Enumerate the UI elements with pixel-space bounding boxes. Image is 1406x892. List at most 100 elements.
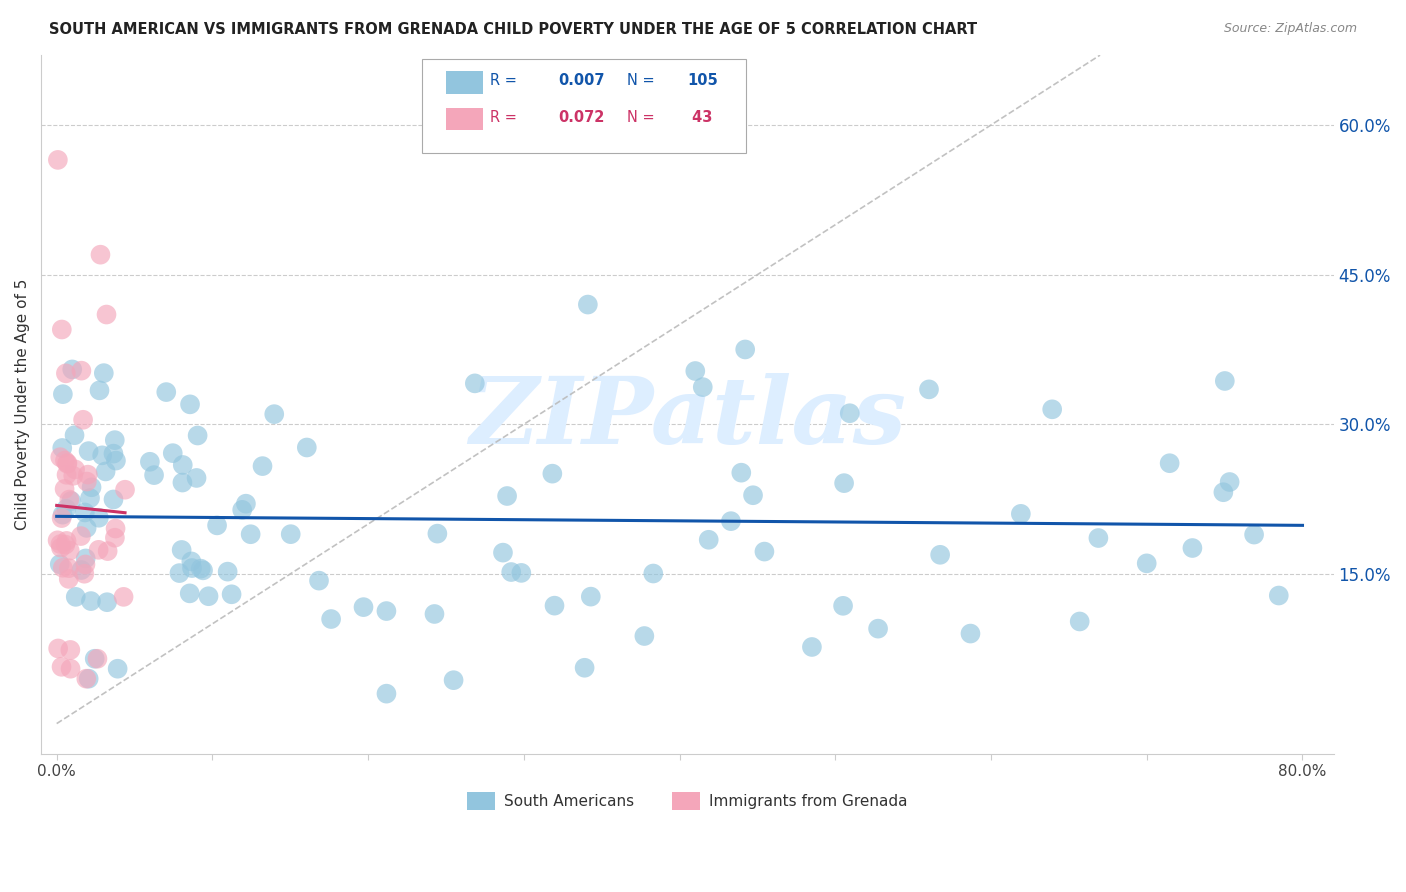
Point xyxy=(96,595,118,609)
Point xyxy=(104,433,127,447)
Point xyxy=(76,521,98,535)
Point xyxy=(52,387,75,401)
Point xyxy=(280,527,302,541)
Point xyxy=(179,397,201,411)
Point xyxy=(170,543,193,558)
Point xyxy=(51,511,73,525)
Point xyxy=(205,518,228,533)
Point xyxy=(832,476,855,491)
Point xyxy=(49,541,72,555)
Legend: South Americans, Immigrants from Grenada: South Americans, Immigrants from Grenada xyxy=(461,786,914,815)
Point xyxy=(55,533,77,548)
Point xyxy=(86,651,108,665)
Text: N =: N = xyxy=(627,73,659,88)
Point xyxy=(319,612,342,626)
Point xyxy=(181,561,204,575)
Text: ZIPatlas: ZIPatlas xyxy=(468,373,905,463)
Point xyxy=(180,554,202,568)
Point xyxy=(49,537,72,551)
Point xyxy=(929,548,952,562)
Point xyxy=(89,384,111,398)
Point xyxy=(87,510,110,524)
Point xyxy=(187,428,209,442)
Point xyxy=(55,501,77,516)
Point xyxy=(93,366,115,380)
Point xyxy=(1213,374,1236,388)
Point xyxy=(58,561,80,575)
Point xyxy=(423,607,446,621)
Point xyxy=(89,248,111,262)
Point xyxy=(697,533,720,547)
Point xyxy=(918,383,941,397)
Point xyxy=(107,662,129,676)
Point xyxy=(58,492,80,507)
Point xyxy=(59,643,82,657)
Point xyxy=(52,508,75,522)
Point xyxy=(46,641,69,656)
Point xyxy=(52,560,75,574)
Point xyxy=(75,558,97,572)
Point xyxy=(496,489,519,503)
Point xyxy=(231,503,253,517)
Point xyxy=(103,447,125,461)
Point xyxy=(104,531,127,545)
Text: Source: ZipAtlas.com: Source: ZipAtlas.com xyxy=(1223,22,1357,36)
Point xyxy=(579,590,602,604)
Point xyxy=(53,482,76,496)
Point xyxy=(76,467,98,482)
Point xyxy=(1010,507,1032,521)
Point xyxy=(172,458,194,472)
Point xyxy=(838,406,860,420)
Point xyxy=(83,651,105,665)
Point xyxy=(60,494,83,508)
Point xyxy=(576,297,599,311)
Point xyxy=(51,441,73,455)
Point xyxy=(1219,475,1241,489)
Point xyxy=(155,385,177,400)
Point xyxy=(62,468,84,483)
Point xyxy=(501,565,523,579)
Point xyxy=(190,561,212,575)
Point xyxy=(77,444,100,458)
Point xyxy=(53,453,76,467)
Point xyxy=(48,558,70,572)
Point xyxy=(58,572,80,586)
Point xyxy=(426,526,449,541)
Point xyxy=(1069,615,1091,629)
Point xyxy=(56,456,79,470)
Point xyxy=(172,475,194,490)
Point xyxy=(143,468,166,483)
Text: R =: R = xyxy=(489,110,522,125)
Text: N =: N = xyxy=(627,110,659,125)
Point xyxy=(104,453,127,467)
Point xyxy=(46,153,69,167)
Point xyxy=(75,672,97,686)
Point xyxy=(97,544,120,558)
Point xyxy=(295,441,318,455)
Point xyxy=(51,322,73,336)
Point xyxy=(263,407,285,421)
Point xyxy=(959,626,981,640)
Point xyxy=(197,589,219,603)
Point xyxy=(742,488,765,502)
Point xyxy=(112,590,135,604)
Point xyxy=(720,514,742,528)
Text: SOUTH AMERICAN VS IMMIGRANTS FROM GRENADA CHILD POVERTY UNDER THE AGE OF 5 CORRE: SOUTH AMERICAN VS IMMIGRANTS FROM GRENAD… xyxy=(49,22,977,37)
Point xyxy=(217,565,239,579)
Point xyxy=(375,604,398,618)
Point xyxy=(80,594,103,608)
Point xyxy=(70,364,93,378)
Point xyxy=(574,661,596,675)
Point xyxy=(643,566,665,581)
Point xyxy=(734,343,756,357)
Point xyxy=(1159,456,1181,470)
Text: 43: 43 xyxy=(688,110,713,125)
Point xyxy=(76,475,98,489)
FancyBboxPatch shape xyxy=(446,71,484,94)
Point xyxy=(754,544,776,558)
Point xyxy=(252,459,274,474)
Point xyxy=(692,380,714,394)
Point xyxy=(75,551,97,566)
Point xyxy=(55,538,77,552)
Point xyxy=(91,448,114,462)
